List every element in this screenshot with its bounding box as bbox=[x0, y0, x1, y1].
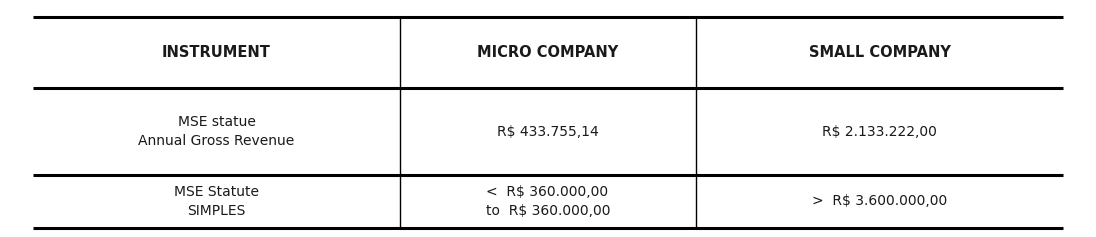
Text: <  R$ 360.000,00
to  R$ 360.000,00: < R$ 360.000,00 to R$ 360.000,00 bbox=[486, 185, 610, 218]
Text: MSE Statute
SIMPLES: MSE Statute SIMPLES bbox=[174, 185, 259, 218]
Text: MICRO COMPANY: MICRO COMPANY bbox=[478, 45, 618, 60]
Text: SMALL COMPANY: SMALL COMPANY bbox=[809, 45, 950, 60]
Text: R$ 433.755,14: R$ 433.755,14 bbox=[498, 124, 598, 139]
Text: MSE statue
Annual Gross Revenue: MSE statue Annual Gross Revenue bbox=[138, 115, 295, 148]
Text: INSTRUMENT: INSTRUMENT bbox=[162, 45, 271, 60]
Text: R$ 2.133.222,00: R$ 2.133.222,00 bbox=[822, 124, 937, 139]
Text: >  R$ 3.600.000,00: > R$ 3.600.000,00 bbox=[812, 194, 947, 209]
